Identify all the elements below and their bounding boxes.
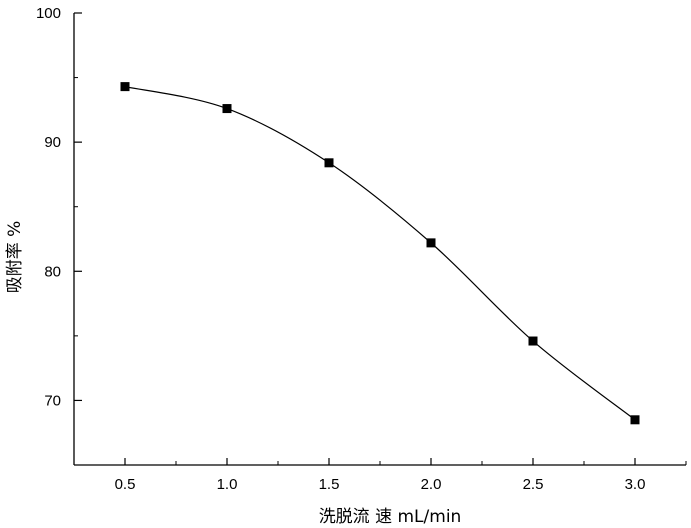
data-point-marker: [529, 337, 538, 346]
y-axis-ticks: 70 80 90 100: [36, 5, 82, 465]
x-tick-label: 3.0: [625, 476, 646, 493]
y-tick-label: 90: [44, 134, 61, 151]
data-point-marker: [223, 104, 232, 113]
y-axis-title: 吸附率 %: [5, 221, 25, 294]
data-point-marker: [427, 238, 436, 247]
x-tick-label: 2.0: [421, 476, 442, 493]
y-tick-label: 80: [44, 263, 61, 280]
data-point-marker: [121, 82, 130, 91]
data-point-marker: [325, 158, 334, 167]
series-line: [125, 87, 635, 420]
x-axis-title: 洗脱流 速 mL/min: [319, 507, 462, 527]
y-tick-label: 70: [44, 392, 61, 409]
data-point-marker: [631, 415, 640, 424]
data-series: [121, 82, 640, 424]
x-tick-label: 1.5: [319, 476, 340, 493]
x-tick-label: 0.5: [115, 476, 136, 493]
x-tick-label: 1.0: [217, 476, 238, 493]
x-axis-ticks: 0.5 1.0 1.5 2.0 2.5 3.0: [74, 458, 686, 493]
y-tick-label: 100: [36, 5, 61, 22]
x-tick-label: 2.5: [523, 476, 544, 493]
axes: [74, 13, 686, 465]
